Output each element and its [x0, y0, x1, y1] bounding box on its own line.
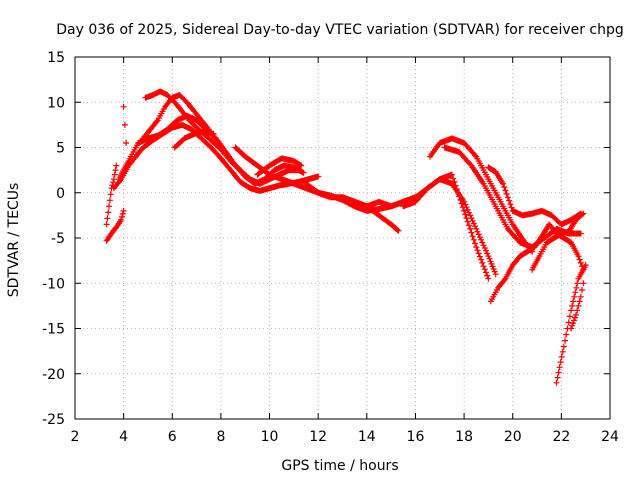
point-markers [485, 164, 584, 228]
x-tick-label: 6 [168, 429, 177, 445]
x-axis-label: GPS time / hours [281, 458, 398, 474]
point-markers [254, 155, 305, 178]
series-arc-2 [103, 162, 120, 228]
point-markers [487, 221, 587, 305]
y-tick-label: 10 [47, 95, 65, 111]
y-tick-label: -20 [42, 367, 65, 383]
series-arc-19 [529, 210, 587, 273]
x-tick-label: 4 [119, 429, 128, 445]
x-tick-label: 22 [552, 429, 570, 445]
y-tick-label: -25 [42, 412, 65, 428]
series-arc-17 [487, 221, 587, 305]
point-markers [553, 262, 589, 386]
series-arc-10 [254, 155, 305, 178]
point-markers [568, 280, 587, 332]
x-tick-label: 18 [455, 429, 473, 445]
point-markers [339, 194, 402, 234]
gridlines [75, 57, 610, 419]
point-markers [103, 207, 127, 244]
y-tick-label: 5 [56, 141, 65, 157]
point-markers [120, 103, 130, 146]
series-arc-7 [140, 92, 212, 142]
x-tick-label: 2 [71, 429, 80, 445]
point-markers [400, 176, 499, 278]
series-arc-3 [120, 103, 130, 146]
series-arc-20 [553, 262, 589, 386]
series-arc-14 [400, 176, 499, 278]
x-tick-label: 10 [261, 429, 279, 445]
series-arc-15 [427, 135, 536, 255]
series-arc-21 [568, 280, 587, 332]
y-tick-label: -15 [42, 322, 65, 338]
series-arc-13 [339, 194, 402, 234]
y-tick-label: 0 [56, 186, 65, 202]
series-arc-18 [485, 164, 584, 228]
x-tick-label: 20 [504, 429, 522, 445]
point-markers [103, 162, 120, 228]
point-markers [171, 128, 217, 151]
point-markers [140, 92, 212, 142]
y-tick-label: -10 [42, 276, 65, 292]
series-arc-8 [171, 128, 217, 151]
x-tick-label: 24 [601, 429, 619, 445]
y-axis-label: SDTVAR / TECUs [6, 183, 22, 298]
chart-title: Day 036 of 2025, Sidereal Day-to-day VTE… [56, 22, 624, 38]
y-tick-label: 15 [47, 50, 65, 66]
point-markers [529, 210, 587, 273]
point-markers [427, 135, 536, 255]
x-tick-label: 12 [309, 429, 327, 445]
x-tick-label: 14 [358, 429, 376, 445]
x-tick-label: 16 [407, 429, 425, 445]
data-points [103, 88, 589, 386]
x-tick-label: 8 [216, 429, 225, 445]
series-arc-1 [103, 207, 127, 244]
y-tick-label: -5 [51, 231, 65, 247]
